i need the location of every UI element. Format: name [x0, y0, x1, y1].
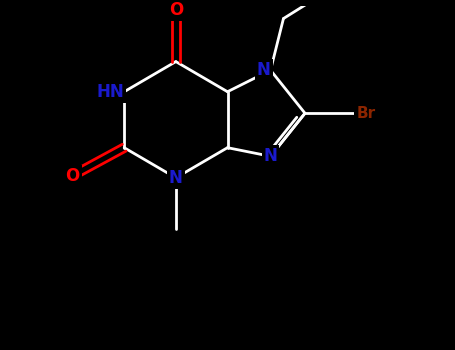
Text: N: N: [263, 147, 278, 165]
Text: N: N: [257, 61, 271, 79]
Text: N: N: [169, 169, 183, 187]
Text: HN: HN: [96, 83, 124, 101]
Text: O: O: [169, 1, 183, 19]
Text: O: O: [66, 167, 80, 185]
Text: Br: Br: [357, 106, 376, 121]
